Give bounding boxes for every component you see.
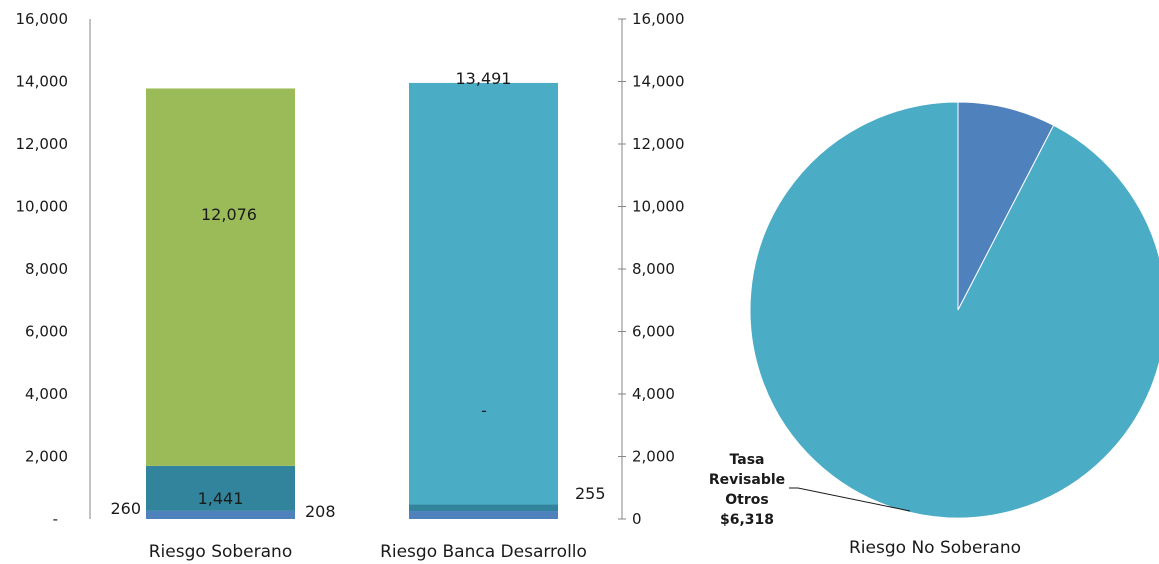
category-label: Riesgo Soberano [149,542,292,562]
pie-chart: Tasa Revisable Otros $6,318 Riesgo No Sober… [709,101,1159,558]
left-tick-label: 14,000 [16,73,69,91]
pie-slice-label-line: Tasa [730,452,765,468]
left-tick-label: 16,000 [16,10,69,28]
data-label: 1,441 [198,489,244,508]
right-tick-label: 8,000 [632,260,675,278]
data-label: 13,491 [456,69,512,88]
bar-segment [409,504,558,512]
bar-segment [409,511,558,519]
data-label: 260 [110,499,141,518]
pie-leader-line [789,487,911,512]
pie-slice-label-line: Revisable [709,472,785,488]
left-tick-label: 4,000 [25,385,68,403]
pie-slice [749,101,1159,519]
right-tick-label: 4,000 [632,385,675,403]
right-tick-label: 6,000 [632,323,675,341]
bar-chart: - 2,000 4,000 6,000 8,000 10,000 12,000 14,000 1… [16,10,685,562]
left-tick-label: 2,000 [25,448,68,466]
pie-annotation: Tasa Revisable Otros $6,318 [709,452,911,528]
right-tick-label: 10,000 [632,198,685,216]
pie-title: Riesgo No Soberano [849,538,1021,558]
left-tick-label: 8,000 [25,260,68,278]
bar-data-labels: 260 1,441 12,076 208 - 13,491 255 [110,69,605,521]
data-label: 255 [575,484,606,503]
bar-segment [146,88,295,466]
data-label: 12,076 [201,205,257,224]
left-tick-label: - [53,510,58,528]
right-y-axis: 0 2,000 4,000 6,000 8,000 10,000 12,000 14,000 1… [618,10,685,528]
pie-slice-label-line: $6,318 [720,512,774,528]
category-label: Riesgo Banca Desarrollo [380,542,587,562]
right-tick-label: 14,000 [632,73,685,91]
right-tick-label: 0 [632,510,642,528]
category-labels: Riesgo Soberano Riesgo Banca Desarrollo [149,542,587,562]
data-label: - [481,401,487,420]
left-y-axis: - 2,000 4,000 6,000 8,000 10,000 12,000 14,000 1… [16,10,91,528]
left-tick-label: 10,000 [16,198,69,216]
left-tick-label: 12,000 [16,135,69,153]
bar-segment [409,82,558,505]
right-tick-label: 2,000 [632,448,675,466]
bar-segment [146,465,295,511]
right-tick-label: 12,000 [632,135,685,153]
bars [146,82,558,519]
right-tick-label: 16,000 [632,10,685,28]
pie-slices [749,101,1159,519]
left-tick-label: 6,000 [25,323,68,341]
data-label: 208 [305,502,336,521]
pie-slice-label-line: Otros [725,492,768,508]
pie-slice [957,101,1055,311]
bar-segment [146,510,295,519]
